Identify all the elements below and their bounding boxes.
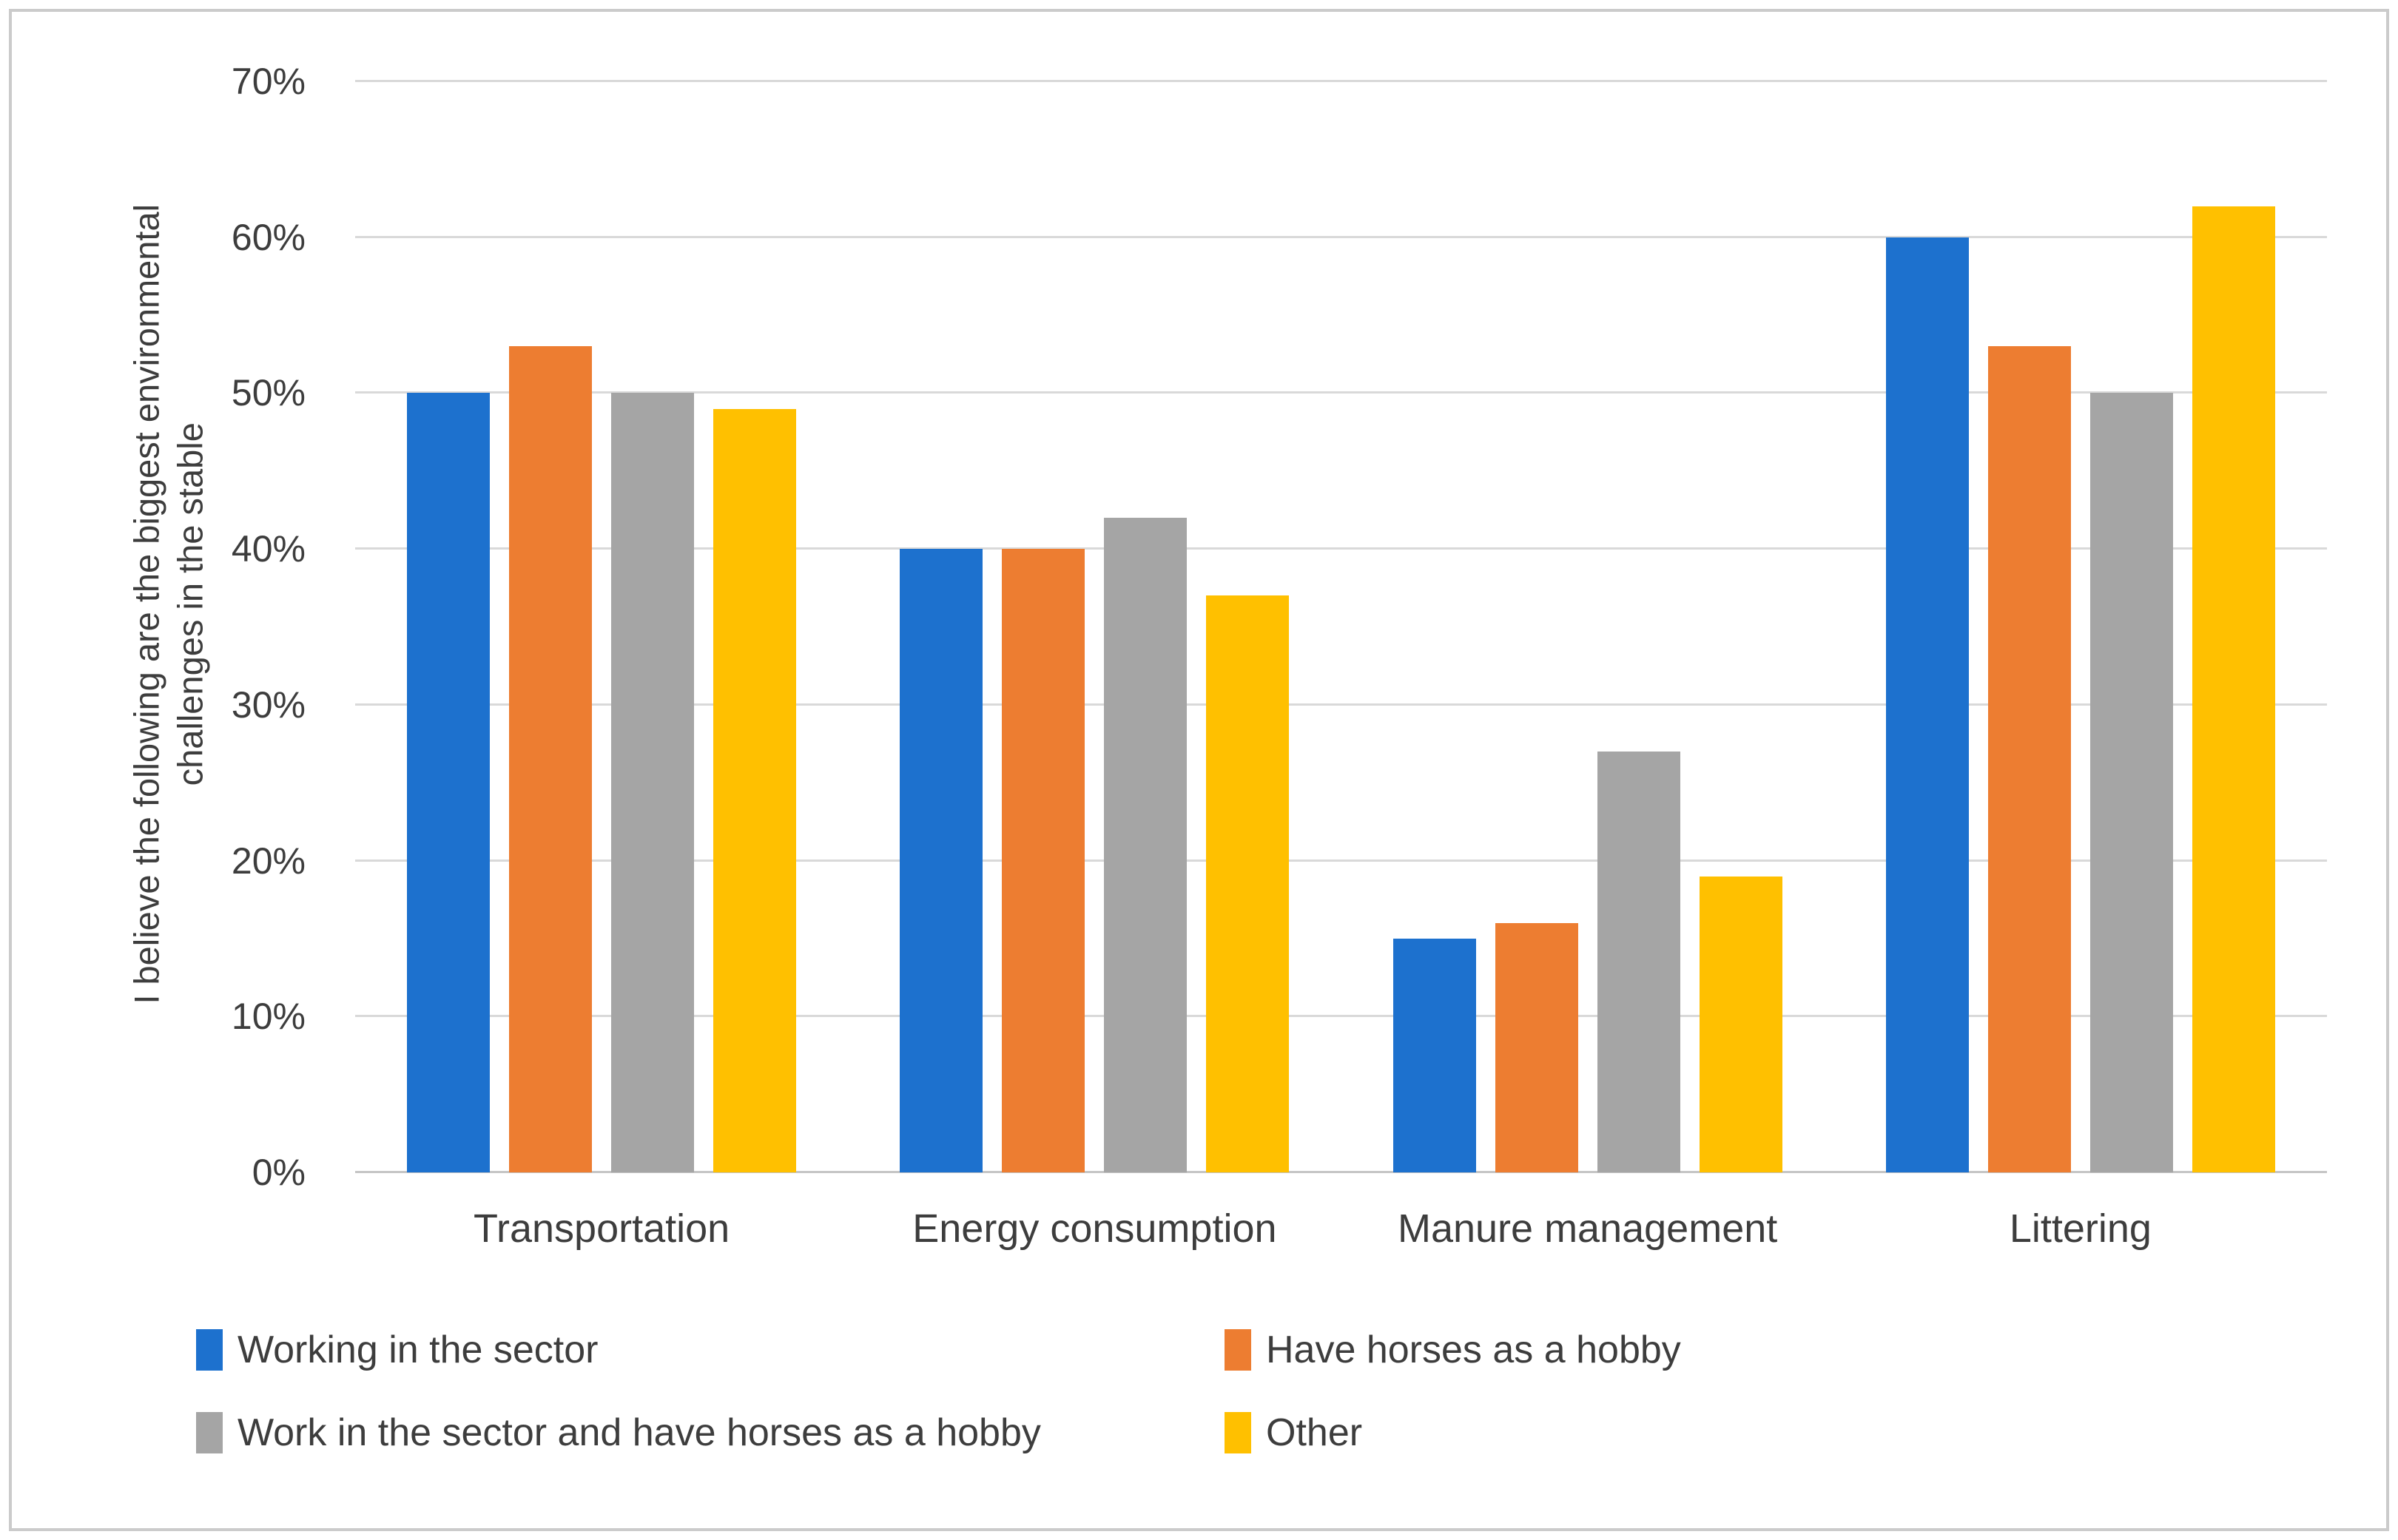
x-category-label: Transportation [474,1206,730,1251]
legend-swatch [1225,1329,1251,1371]
x-category-label: Manure management [1397,1206,1778,1251]
y-axis-tick-label: 50% [231,372,306,414]
x-category-label: Littering [2009,1206,2152,1251]
legend-label: Working in the sector [238,1328,599,1371]
bar [1495,922,1578,1172]
y-axis-tick-label: 30% [231,683,306,726]
bar [2089,393,2173,1172]
y-axis-tick-label: 70% [231,61,306,102]
bar [1987,346,2071,1172]
gridline [355,80,2327,82]
y-axis-tick-label: 10% [231,996,306,1038]
legend-label: Work in the sector and have horses as a … [238,1411,1041,1454]
y-axis-tick-labels: 0% 10% 20% 30% 40% 50% 60% 70% [0,61,306,1193]
x-category-label: Energy consumption [912,1206,1277,1251]
legend-item: Working in the sector [196,1328,1225,1372]
legend: Working in the sector Have horses as a ho… [196,1328,2253,1455]
y-axis-tick-label: 0% [252,1152,306,1193]
bar [1104,518,1188,1172]
bar-group [355,81,848,1172]
bar [509,346,593,1172]
bar [1597,752,1680,1172]
gridline [355,391,2327,394]
bar-group [848,81,1341,1172]
bar-groups [355,81,2327,1172]
bar [611,393,695,1172]
y-axis-tick-label: 40% [231,528,306,570]
x-axis-category-labels: Transportation Energy consumption Manure m… [355,1206,2327,1252]
gridline [355,547,2327,550]
legend-item: Other [1225,1411,2253,1455]
bar [1885,237,1969,1172]
bar [1206,595,1290,1172]
bar [713,408,797,1172]
plot-area [355,80,2327,1173]
legend-swatch [1225,1412,1251,1453]
y-axis-tick-label: 20% [231,840,306,882]
bar-group [1834,81,2327,1172]
legend-item: Work in the sector and have horses as a … [196,1411,1225,1455]
legend-item: Have horses as a hobby [1225,1328,2253,1372]
bar [2192,206,2275,1172]
bar [1699,876,1782,1172]
bar [900,549,983,1172]
legend-swatch [196,1329,223,1371]
bar [1002,549,1085,1172]
y-axis-tick-label: 60% [231,216,306,258]
x-axis-line [355,1171,2327,1173]
gridline [355,235,2327,238]
legend-label: Other [1266,1411,1363,1454]
legend-label: Have horses as a hobby [1266,1328,1681,1371]
bar-group [1341,81,1834,1172]
bar [407,393,491,1172]
gridline [355,1015,2327,1018]
bar [1392,938,1476,1172]
gridline [355,859,2327,862]
legend-swatch [196,1412,223,1453]
gridline [355,703,2327,706]
